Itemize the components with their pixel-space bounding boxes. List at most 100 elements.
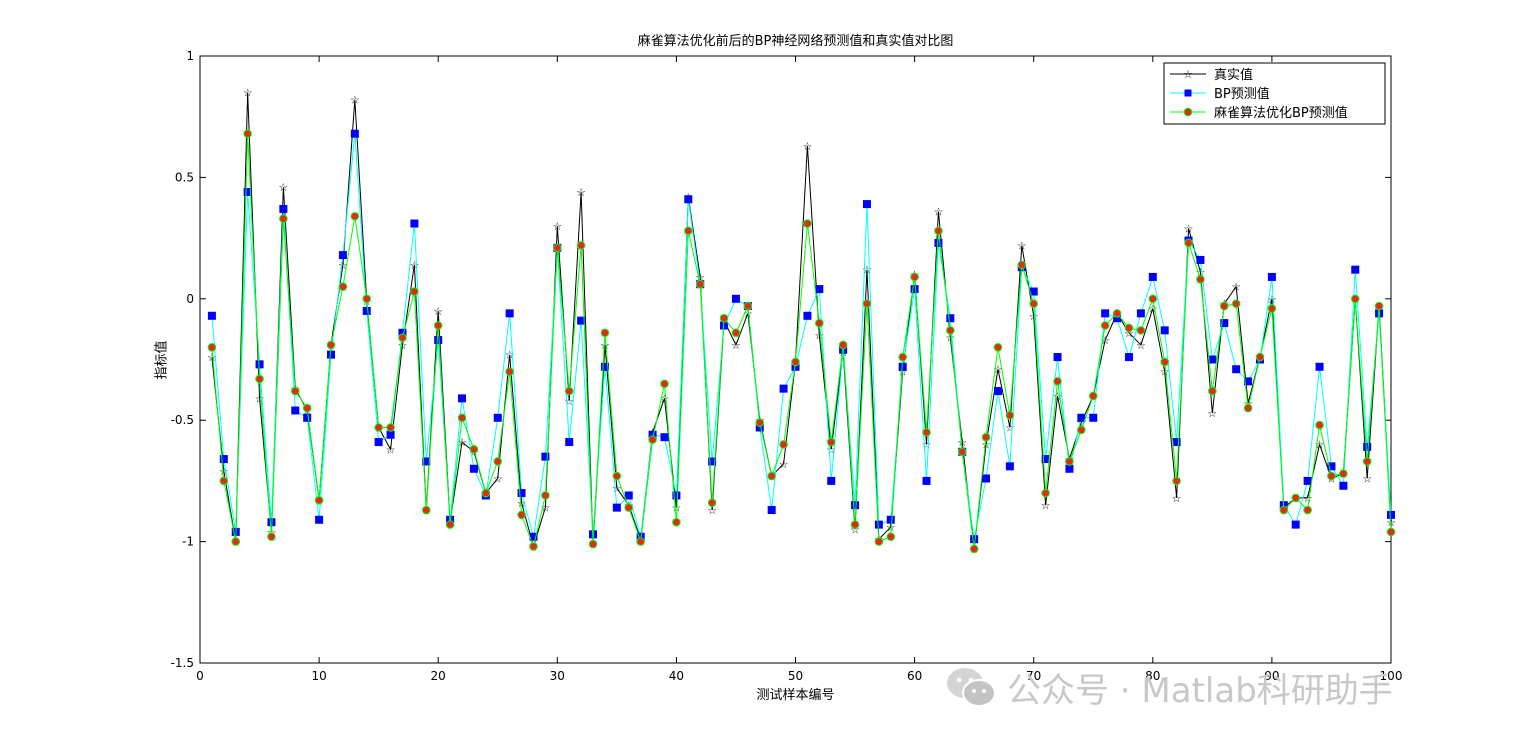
data-point [910,272,919,282]
data-point [1172,476,1181,486]
data-point [255,374,264,384]
data-point: ☆ [278,181,288,194]
data-point [1196,275,1205,284]
data-point [1148,272,1157,281]
data-point [541,491,550,500]
data-point: ☆ [433,305,443,318]
data-point [946,326,955,335]
data-point [398,333,407,342]
data-point: ☆ [386,443,396,456]
data-point: ☆ [255,392,265,405]
data-point [910,285,919,294]
data-point: ☆ [1243,397,1253,410]
data-point: ☆ [1160,366,1170,379]
x-tick-label: 0 [196,669,204,683]
data-point [946,314,955,323]
data-point [1124,353,1133,362]
legend-marker [1183,107,1193,117]
data-point [1291,520,1300,529]
x-tick-label: 100 [1380,669,1403,683]
data-point [803,311,812,320]
data-point: ☆ [1184,222,1194,235]
data-point [827,476,836,485]
data-point: ☆ [922,438,932,451]
data-point: ☆ [814,329,824,342]
data-point [1208,386,1217,396]
data-point [862,200,871,209]
data-point [826,437,836,447]
data-point [1315,362,1324,371]
data-point [505,309,514,318]
data-point [624,503,634,512]
data-point [660,379,669,389]
data-point [553,243,562,253]
data-point [207,311,216,320]
data-point: ☆ [517,497,527,510]
series-line [211,133,1392,549]
series-line [211,133,1392,540]
data-point: ☆ [1136,339,1146,352]
data-point: ☆ [600,339,610,352]
y-tick-label: -0.5 [171,413,194,427]
data-point [1041,488,1050,498]
legend-marker: ☆ [1183,68,1193,81]
data-point [231,537,241,546]
data-point: ☆ [540,502,550,515]
data-point: ☆ [207,351,217,364]
data-point: ☆ [779,458,789,471]
x-tick-label: 50 [788,669,803,683]
data-point [207,343,217,352]
data-point [243,129,252,138]
data-point [862,299,872,308]
data-point [815,318,824,328]
data-point [1255,352,1265,362]
data-point: ☆ [1196,266,1206,279]
legend-label: BP预测值 [1214,86,1270,102]
data-point [1112,309,1122,318]
data-point: ☆ [1017,239,1027,252]
data-point [1243,403,1253,413]
watermark-text: 公众号 · Matlab科研助手 [1007,670,1393,711]
data-point [648,435,657,444]
data-point [1124,323,1134,333]
data-point [1231,299,1241,308]
data-point [779,440,788,449]
data-point [874,520,883,529]
data-point [1088,391,1098,401]
data-point [1160,326,1169,335]
data-point [279,214,288,223]
data-point [1065,464,1074,473]
data-point: ☆ [862,264,872,277]
data-point [493,457,503,466]
data-point [541,452,550,461]
data-point [838,340,848,350]
data-point [1101,309,1110,318]
data-point: ☆ [660,392,670,405]
data-point: ☆ [1315,438,1325,451]
data-point: ☆ [957,436,967,449]
data-point [302,403,312,413]
data-point [600,362,609,371]
y-tick-label: 0.5 [175,170,194,184]
data-point [874,537,884,546]
data-point [1351,265,1360,274]
data-point [517,489,526,498]
data-point [374,423,383,432]
data-point: ☆ [1231,281,1241,294]
data-point [1005,411,1015,420]
data-point [695,279,705,289]
data-point [684,226,693,236]
data-point [505,367,514,376]
data-point [1339,469,1348,478]
legend-item: BP预测值 [1170,86,1270,102]
data-point [1350,294,1360,304]
data-point [434,336,443,345]
data-point [338,282,348,291]
data-point [267,532,276,542]
data-point [636,537,645,546]
data-point: ☆ [1053,390,1063,403]
data-point [314,496,324,505]
data-point [1339,481,1348,490]
data-point [1065,457,1074,466]
data-point: ☆ [981,438,991,451]
